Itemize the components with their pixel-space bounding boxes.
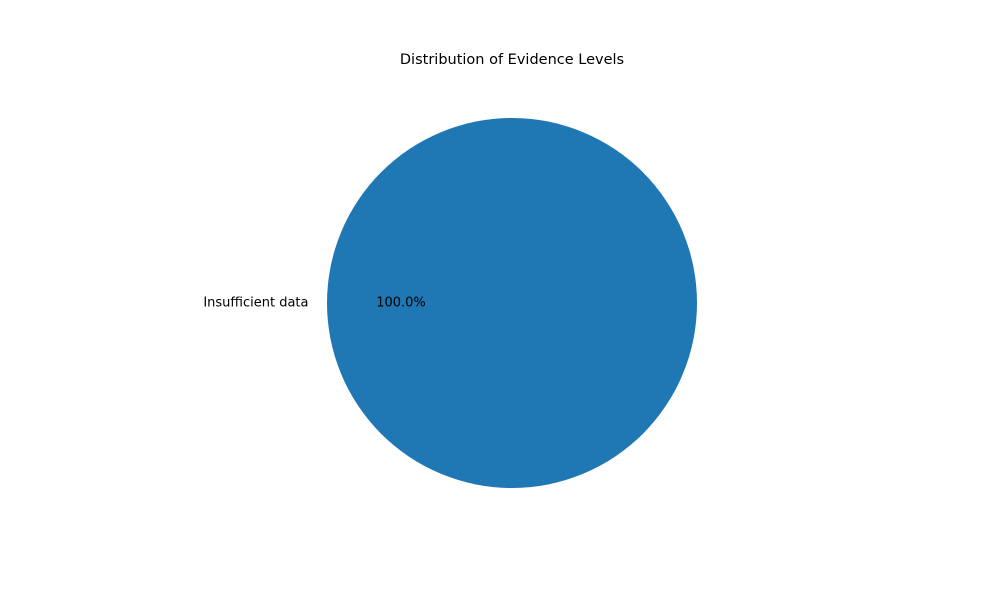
slice-percent-label: 100.0% [376, 296, 426, 311]
pie-labels: Insufficient data 100.0% [203, 296, 425, 311]
chart-title: Distribution of Evidence Levels [400, 52, 624, 68]
pie-slices [327, 118, 697, 488]
slice-label: Insufficient data [203, 296, 308, 311]
pie-slice [327, 118, 697, 488]
